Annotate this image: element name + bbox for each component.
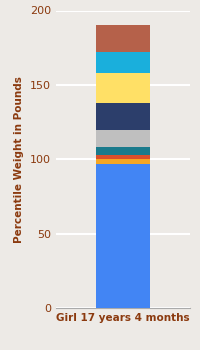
Bar: [96, 52, 150, 73]
Bar: [96, 103, 150, 130]
Y-axis label: Percentile Weight in Pounds: Percentile Weight in Pounds: [14, 76, 24, 243]
Bar: [96, 26, 150, 52]
Bar: [96, 159, 150, 164]
Bar: [96, 147, 150, 155]
Bar: [96, 130, 150, 147]
Bar: [96, 155, 150, 159]
Bar: [96, 164, 150, 308]
Bar: [96, 73, 150, 103]
